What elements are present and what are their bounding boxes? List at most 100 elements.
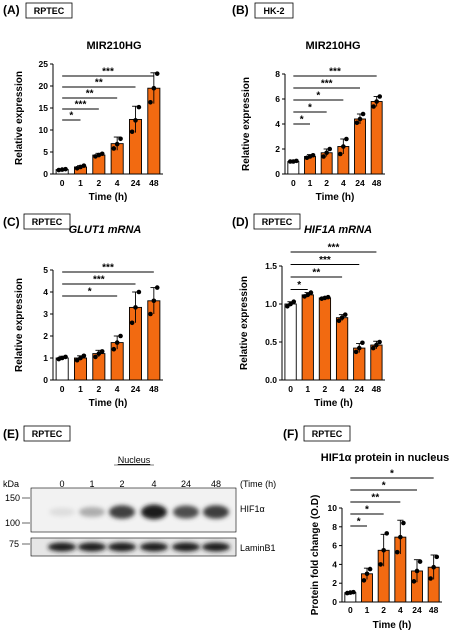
y-tick-label: 0 xyxy=(275,169,280,179)
data-point-4 xyxy=(111,146,117,151)
significance-label-48: *** xyxy=(329,67,341,78)
x-tick-label: 24 xyxy=(412,605,422,615)
significance-label-1: * xyxy=(357,517,361,528)
panel-f: (F) RPTEC HIF1α protein in nucleus 02468… xyxy=(283,425,449,631)
data-point-48 xyxy=(148,99,153,105)
x-axis-label: Time (h) xyxy=(373,620,412,631)
x-tick-label: 0 xyxy=(291,178,296,188)
data-point-0 xyxy=(63,166,68,172)
x-tick-label: 48 xyxy=(429,605,439,615)
data-point-24 xyxy=(129,129,135,135)
hif1a-band-2 xyxy=(109,505,135,519)
y-tick-label: 8 xyxy=(332,522,337,532)
data-point-24 xyxy=(360,340,365,346)
cell-line-label: RPTEC xyxy=(32,217,63,227)
data-point-24 xyxy=(360,111,366,117)
data-point-48 xyxy=(154,71,160,76)
data-point-0 xyxy=(351,589,356,595)
x-tick-label: 2 xyxy=(324,178,329,188)
x-tick-label: 2 xyxy=(323,384,328,394)
data-point-1 xyxy=(81,163,87,168)
significance-label-4: * xyxy=(88,287,92,298)
data-point-0 xyxy=(59,167,65,172)
nucleus-header: Nucleus xyxy=(118,455,151,465)
data-point-2 xyxy=(324,150,329,156)
x-axis-label: Time (h) xyxy=(316,192,355,203)
y-tick-label: 0 xyxy=(43,375,48,385)
x-tick-label: 1 xyxy=(305,384,310,394)
data-point-48 xyxy=(371,104,376,109)
marker-100: 100 xyxy=(5,518,20,528)
laminb1-bands xyxy=(48,542,230,552)
chart-title: GLUT1 mRNA xyxy=(69,224,142,236)
hif1a-band-48 xyxy=(203,505,229,519)
x-tick-label: 1 xyxy=(78,178,83,188)
y-axis-label: Relative expression xyxy=(14,71,25,165)
laminb1-band-2 xyxy=(108,542,136,552)
y-tick-label: 10 xyxy=(328,503,338,513)
significance-label-48: * xyxy=(390,469,394,480)
data-point-4 xyxy=(401,520,406,526)
y-tick-label: 6 xyxy=(332,541,337,551)
chart-title: MIR210HG xyxy=(305,40,360,52)
y-tick-label: 20 xyxy=(39,81,49,91)
data-point-48 xyxy=(377,339,382,345)
laminb1-band-48 xyxy=(202,542,230,552)
y-tick-label: 3 xyxy=(43,309,48,319)
significance-label-24: * xyxy=(382,481,386,492)
bar-48 xyxy=(370,344,383,381)
data-point-2 xyxy=(321,154,326,159)
significance-label-1: * xyxy=(297,280,301,291)
data-point-0 xyxy=(291,299,297,305)
lane-label-48: 48 xyxy=(211,479,221,489)
cell-line-box xyxy=(254,2,294,19)
panel-label: (C) xyxy=(3,215,20,229)
laminb1-band-24 xyxy=(172,542,200,552)
laminb1-band-1 xyxy=(78,542,106,552)
lane-label-0: 0 xyxy=(59,479,64,489)
lane-labels: 0 1 2 4 24 48 xyxy=(59,479,221,489)
x-tick-label: 48 xyxy=(149,178,159,188)
data-point-24 xyxy=(354,120,360,126)
y-tick-label: 1 xyxy=(43,353,48,363)
band-label-laminb1: LaminB1 xyxy=(240,543,276,553)
data-point-24 xyxy=(136,289,142,295)
x-tick-label: 2 xyxy=(96,178,101,188)
lane-label-1: 1 xyxy=(89,479,94,489)
data-point-4 xyxy=(394,549,400,555)
x-tick-label: 48 xyxy=(149,384,159,394)
y-tick-label: 4 xyxy=(43,287,48,297)
data-point-48 xyxy=(374,99,379,104)
data-point-48 xyxy=(428,576,433,581)
data-point-1 xyxy=(310,152,316,158)
kda-label: kDa xyxy=(3,479,19,489)
data-point-2 xyxy=(93,354,98,360)
y-tick-label: 0.0 xyxy=(265,375,277,385)
hif1a-bands xyxy=(49,504,229,520)
y-tick-label: 2 xyxy=(332,578,337,588)
marker-75: 75 xyxy=(9,539,19,549)
x-tick-label: 24 xyxy=(355,384,365,394)
significance-label-4: ** xyxy=(86,89,94,100)
cell-line-box xyxy=(25,2,73,19)
laminb1-band-0 xyxy=(48,542,76,552)
x-tick-label: 2 xyxy=(96,384,101,394)
chart-title: HIF1α protein in nucleus xyxy=(321,452,449,464)
y-tick-label: 8 xyxy=(275,69,280,79)
x-axis-label: Time (h) xyxy=(89,398,128,409)
cell-line-label: RPTEC xyxy=(312,429,343,439)
y-tick-label: 1.5 xyxy=(265,261,277,271)
data-point-4 xyxy=(339,315,345,320)
significance-label-2: *** xyxy=(75,100,87,111)
lane-label-2: 2 xyxy=(119,479,124,489)
x-tick-label: 0 xyxy=(288,384,293,394)
data-point-0 xyxy=(288,301,293,307)
cell-line-label: RPTEC xyxy=(34,6,65,16)
data-point-1 xyxy=(367,566,373,572)
data-point-4 xyxy=(398,534,403,540)
